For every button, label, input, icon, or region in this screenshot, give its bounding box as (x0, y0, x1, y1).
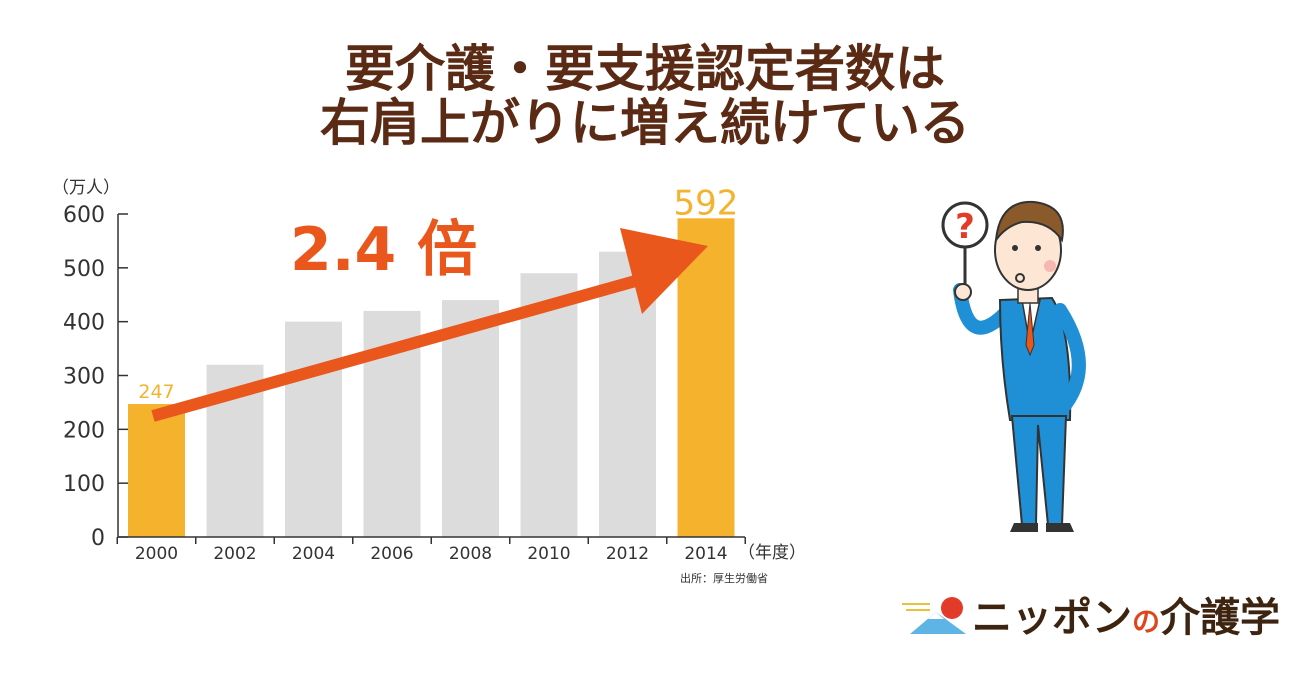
x-tick-label-2014: 2014 (684, 544, 727, 564)
y-tick-label-200: 200 (63, 418, 105, 443)
chart-title-line1: 要介護・要支援認定者数は (345, 40, 945, 98)
x-tick-label-2000: 2000 (135, 544, 178, 564)
y-axis-label: （万人） (52, 178, 120, 198)
x-tick-label-2010: 2010 (527, 544, 570, 564)
question-mark: ? (955, 207, 975, 247)
brand-name: ニッポンの介護学 (972, 594, 1280, 646)
x-tick-label-2006: 2006 (370, 544, 413, 564)
bar-2000 (128, 404, 185, 537)
y-tick-label-600: 600 (63, 203, 105, 228)
x-tick-label-2004: 2004 (292, 544, 335, 564)
brand-name-part2: 介護学 (1160, 595, 1281, 641)
y-tick-label-500: 500 (63, 257, 105, 282)
x-tick-label-2008: 2008 (449, 544, 492, 564)
y-tick-label-300: 300 (63, 365, 105, 390)
brand-name-part1: ニッポン (972, 595, 1132, 641)
trend-arrow-head-icon (620, 228, 708, 314)
y-tick-label-0: 0 (91, 526, 105, 551)
source-note: 出所：厚生労働省 (680, 571, 768, 585)
brand-name-no: の (1132, 605, 1161, 638)
y-tick-label-400: 400 (63, 311, 105, 336)
brand-logo-icon (902, 597, 966, 634)
data-label-2014: 592 (674, 183, 739, 223)
bar-2010 (520, 273, 578, 537)
businessman-illustration: ? (941, 200, 1086, 532)
trend-arrow-line (151, 271, 652, 422)
x-tick-label-2012: 2012 (606, 544, 649, 564)
x-tick-label-2002: 2002 (213, 544, 256, 564)
bar-2014 (677, 218, 735, 537)
bar-2004 (285, 321, 342, 537)
data-label-2000: 247 (138, 381, 174, 403)
bar-2008 (442, 300, 499, 537)
y-tick-label-100: 100 (63, 472, 105, 497)
question-sign-icon (941, 201, 989, 249)
x-axis-label: （年度） (738, 543, 806, 563)
chart-title-line2: 右肩上がりに増え続けている (320, 94, 970, 152)
growth-annotation: 2.4 倍 (290, 215, 477, 285)
